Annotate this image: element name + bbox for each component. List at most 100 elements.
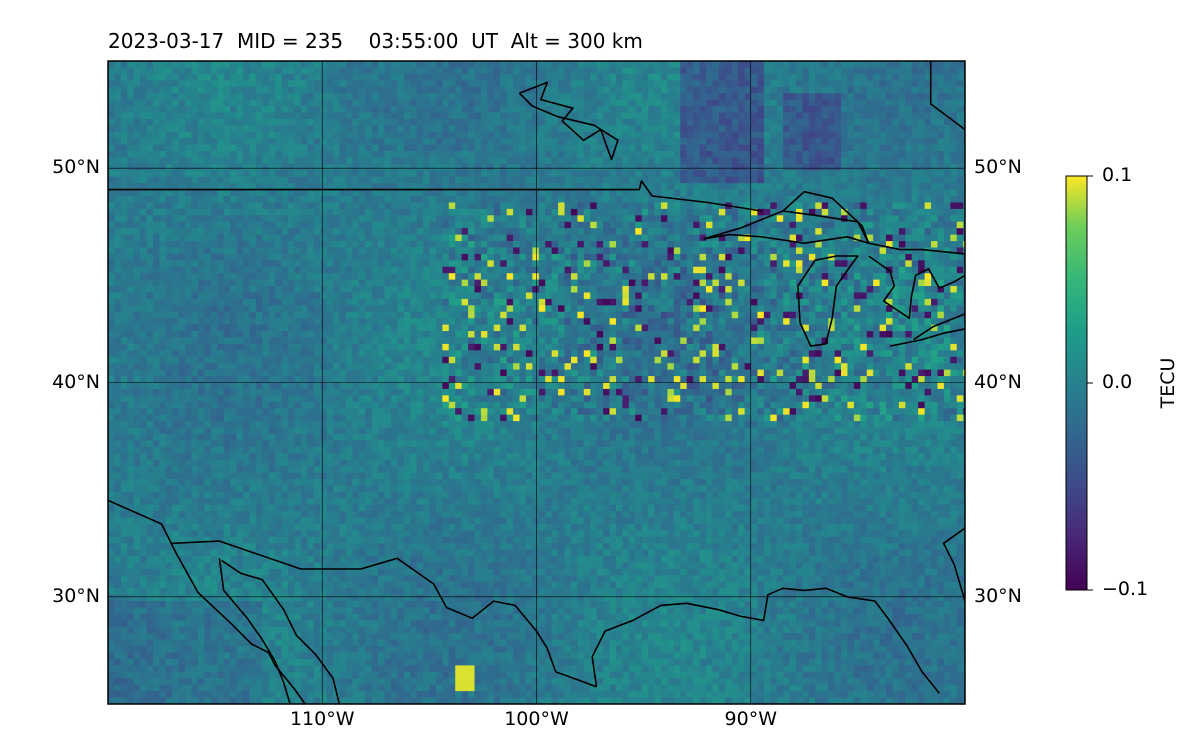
tec-cell (648, 99, 655, 107)
tec-cell (744, 286, 752, 293)
tec-cell (815, 106, 823, 113)
tec-cell (751, 80, 758, 88)
tec-cell (525, 260, 533, 268)
tec-cell (223, 189, 231, 197)
tec-cell (172, 176, 180, 184)
tec-cell (262, 99, 270, 107)
tec-cell (673, 67, 681, 75)
tec-cell (159, 279, 167, 287)
tec-cell (789, 241, 797, 248)
tec-cell (352, 99, 360, 107)
tec-cell (320, 253, 328, 261)
tec-cell (751, 253, 758, 261)
tec-cell (725, 99, 733, 107)
tec-cell (525, 131, 533, 139)
tec-cell (558, 260, 565, 268)
tec-cell (525, 80, 533, 88)
tec-cell (468, 221, 475, 229)
tec-cell (963, 202, 965, 210)
tec-cell (538, 99, 546, 107)
tec-cell (609, 208, 617, 216)
tec-cell (654, 157, 662, 165)
tec-cell (365, 292, 373, 300)
tec-cell (262, 202, 270, 210)
tec-cell (841, 61, 848, 68)
tec-cell (551, 260, 559, 268)
tec-cell (185, 260, 192, 268)
tec-cell (821, 292, 829, 300)
tec-cell (783, 93, 790, 100)
tec-cell (789, 106, 797, 113)
tec-cell (667, 73, 675, 81)
tec-cell (371, 228, 379, 236)
tec-cell (931, 202, 938, 210)
tec-cell (114, 279, 122, 287)
tec-cell (153, 234, 160, 242)
tec-cell (693, 106, 700, 113)
tec-cell (127, 61, 135, 68)
tec-cell (763, 292, 771, 300)
tec-cell (198, 266, 205, 274)
tec-cell (751, 208, 758, 216)
tec-cell (133, 241, 141, 248)
tec-cell (628, 208, 636, 216)
tec-cell (114, 151, 122, 158)
tec-cell (667, 279, 675, 287)
tec-cell (397, 170, 405, 178)
tec-cell (185, 163, 192, 171)
tec-cell (352, 247, 360, 255)
tec-cell (455, 112, 463, 120)
tec-cell (808, 118, 816, 126)
tec-cell (545, 234, 553, 242)
tec-cell (738, 279, 745, 287)
tec-cell (191, 138, 199, 145)
tec-cell (680, 112, 688, 120)
tec-cell (114, 112, 122, 120)
tec-cell (217, 106, 225, 113)
tec-cell (609, 202, 617, 210)
tec-cell (603, 202, 610, 210)
tec-cell (693, 99, 700, 107)
tec-cell (583, 163, 591, 171)
tec-cell (390, 86, 398, 94)
tec-cell (725, 138, 733, 145)
tec-cell (751, 99, 758, 107)
tec-cell (249, 273, 257, 281)
tec-cell (435, 292, 443, 300)
tec-cell (378, 112, 385, 120)
tec-cell (352, 292, 360, 300)
tec-cell (230, 118, 237, 126)
tec-cell (950, 234, 958, 242)
tec-cell (313, 221, 321, 229)
tec-cell (403, 86, 411, 94)
tec-cell (892, 125, 900, 133)
tec-cell (468, 292, 475, 300)
tec-cell (898, 112, 906, 120)
tec-cell (538, 228, 546, 236)
tec-cell (140, 157, 147, 165)
tec-cell (712, 176, 720, 184)
tec-cell (911, 234, 919, 242)
tec-cell (757, 221, 765, 229)
tec-cell (609, 93, 617, 100)
tec-cell (821, 118, 829, 126)
tec-cell (114, 228, 122, 236)
tec-cell (879, 131, 887, 139)
tec-cell (178, 138, 186, 145)
tec-cell (435, 125, 443, 133)
tec-cell (763, 67, 771, 75)
tec-cell (583, 208, 591, 216)
tec-cell (217, 112, 225, 120)
tec-cell (596, 163, 604, 171)
tec-cell (500, 292, 508, 300)
tec-cell (705, 106, 713, 113)
tec-cell (924, 106, 932, 113)
tec-cell (564, 202, 572, 210)
tec-cell (352, 208, 360, 216)
tec-cell (918, 99, 926, 107)
tec-cell (538, 196, 546, 203)
tec-cell (230, 61, 237, 68)
tec-cell (763, 202, 771, 210)
tec-cell (886, 247, 893, 255)
tec-cell (217, 234, 225, 242)
